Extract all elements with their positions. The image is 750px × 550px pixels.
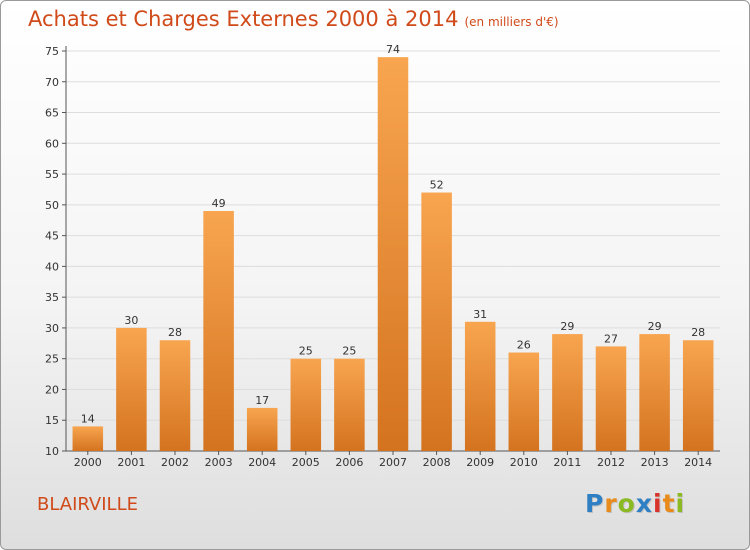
- logo-letter: r: [604, 489, 618, 518]
- data-label-2001: 30: [124, 314, 138, 327]
- x-tick-label-2009: 2009: [466, 456, 494, 469]
- data-label-2012: 27: [604, 332, 618, 345]
- bar-2010: [508, 352, 540, 451]
- y-tick-label-35: 35: [45, 291, 59, 304]
- y-tick-label-10: 10: [45, 445, 59, 458]
- bar-2000: [72, 426, 104, 451]
- chart-title-text: Achats et Charges Externes 2000 à 2014: [28, 7, 459, 31]
- data-label-2006: 25: [342, 345, 356, 358]
- data-label-2008: 52: [430, 179, 444, 192]
- y-tick-label-20: 20: [45, 383, 59, 396]
- y-tick-label-25: 25: [45, 353, 59, 366]
- data-label-2005: 25: [299, 345, 313, 358]
- x-tick-label-2008: 2008: [423, 456, 451, 469]
- chart-title: Achats et Charges Externes 2000 à 2014 (e…: [28, 7, 559, 31]
- data-label-2002: 28: [168, 326, 182, 339]
- y-tick-label-60: 60: [45, 137, 59, 150]
- data-label-2010: 26: [517, 339, 531, 352]
- data-label-2009: 31: [473, 308, 487, 321]
- logo-letter: i: [653, 489, 663, 518]
- data-label-2003: 49: [212, 197, 226, 210]
- bar-2006: [334, 358, 365, 451]
- bar-2009: [464, 321, 496, 451]
- y-tick-label-30: 30: [45, 322, 59, 335]
- x-tick-label-2005: 2005: [292, 456, 320, 469]
- chart-subtitle: (en milliers d'€): [464, 15, 559, 29]
- y-tick-label-45: 45: [45, 230, 59, 243]
- y-tick-label-50: 50: [45, 199, 59, 212]
- x-tick-label-2003: 2003: [205, 456, 233, 469]
- y-tick-label-55: 55: [45, 168, 59, 181]
- bar-2005: [290, 358, 322, 451]
- bar-2008: [421, 192, 452, 452]
- bar-2004: [246, 407, 278, 451]
- bar-2011: [552, 334, 583, 451]
- x-tick-label-2000: 2000: [74, 456, 102, 469]
- logo-letter: o: [617, 489, 636, 518]
- data-label-2011: 29: [560, 320, 574, 333]
- bar-2001: [116, 327, 147, 451]
- bar-2013: [639, 334, 670, 451]
- bar-2012: [595, 346, 627, 451]
- data-label-2004: 17: [255, 394, 269, 407]
- axis-layer: 10 15 20 25 30 35 40 45 50 55 60 65 70 75 2000 2001 2002…: [45, 45, 720, 469]
- bar-2014: [682, 340, 714, 451]
- x-tick-label-2006: 2006: [335, 456, 363, 469]
- bar-2007: [377, 57, 409, 452]
- x-tick-label-2007: 2007: [379, 456, 407, 469]
- proxiti-logo: Proxiti: [585, 489, 685, 518]
- data-label-2013: 29: [648, 320, 662, 333]
- y-tick-label-75: 75: [45, 45, 59, 58]
- x-tick-label-2001: 2001: [117, 456, 145, 469]
- logo-letter: P: [585, 489, 605, 518]
- y-tick-label-65: 65: [45, 107, 59, 120]
- data-label-2007: 74: [386, 43, 400, 56]
- x-tick-label-2014: 2014: [684, 456, 712, 469]
- data-label-2000: 14: [81, 412, 95, 425]
- logo-letter: i: [675, 489, 686, 518]
- x-tick-label-2012: 2012: [597, 456, 625, 469]
- bar-2003: [203, 211, 234, 451]
- x-tick-label-2004: 2004: [248, 456, 276, 469]
- logo-letter: x: [635, 489, 653, 518]
- commune-name: BLAIRVILLE: [37, 494, 138, 515]
- x-tick-label-2010: 2010: [510, 456, 538, 469]
- y-tick-label-15: 15: [45, 414, 59, 427]
- bar-2002: [159, 340, 191, 451]
- y-tick-label-40: 40: [45, 260, 59, 273]
- y-tick-label-70: 70: [45, 76, 59, 89]
- data-label-2014: 28: [691, 326, 705, 339]
- logo-letter: t: [662, 489, 676, 518]
- x-tick-label-2002: 2002: [161, 456, 189, 469]
- bar-layer: 14 30 28 49 17 25 25 74 52 31 26 29 27 29 28: [72, 43, 714, 452]
- x-tick-label-2011: 2011: [553, 456, 581, 469]
- x-tick-label-2013: 2013: [641, 456, 669, 469]
